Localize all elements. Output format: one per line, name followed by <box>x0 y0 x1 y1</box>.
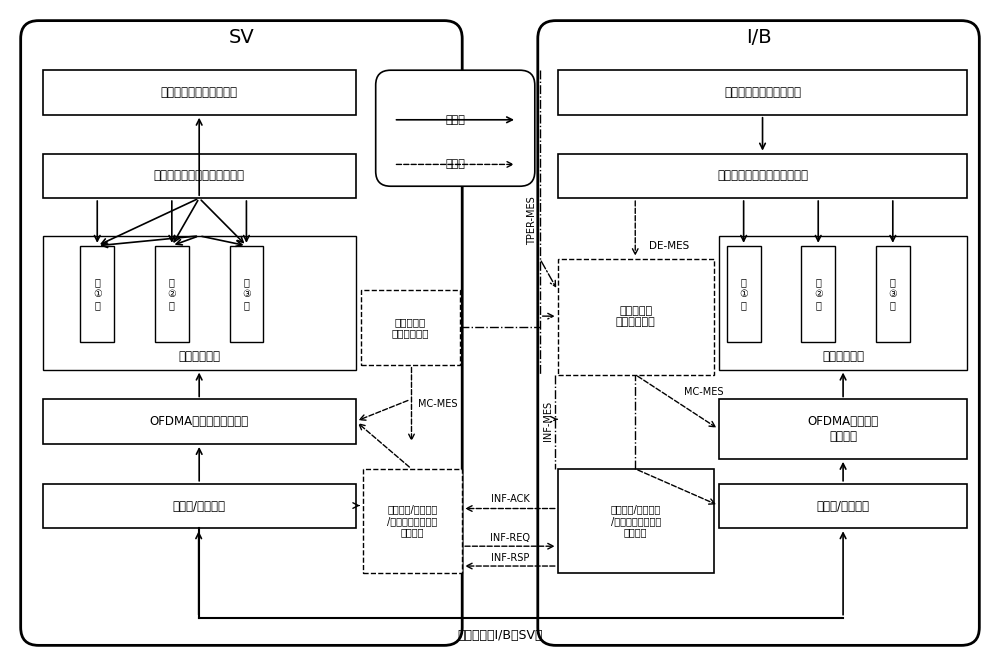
FancyBboxPatch shape <box>376 70 535 186</box>
Text: 第
②
类: 第 ② 类 <box>814 277 823 311</box>
Bar <box>558 70 967 115</box>
Bar <box>719 400 967 459</box>
Text: 第
①
类: 第 ① 类 <box>93 277 102 311</box>
Text: OFDMA无线资源配置模块: OFDMA无线资源配置模块 <box>150 415 249 428</box>
Bar <box>80 246 114 342</box>
Bar <box>719 483 967 529</box>
Text: INF-REQ: INF-REQ <box>490 533 530 543</box>
Text: TPER-MES: TPER-MES <box>527 197 537 245</box>
Text: 接入信道/行驶状态
/所处地理区域信息
探测模块: 接入信道/行驶状态 /所处地理区域信息 探测模块 <box>611 504 661 537</box>
Bar <box>558 154 967 198</box>
Text: 下行链路（I/B到SV）: 下行链路（I/B到SV） <box>457 629 543 642</box>
Text: 第
②
类: 第 ② 类 <box>167 277 176 311</box>
Text: 第
③
类: 第 ③ 类 <box>888 277 897 311</box>
FancyBboxPatch shape <box>21 21 462 645</box>
Text: 车辆信息服务流产生模块: 车辆信息服务流产生模块 <box>161 86 238 99</box>
Bar <box>361 291 460 364</box>
Text: I/B: I/B <box>746 28 771 47</box>
Text: 自适应传输
模式选择模块: 自适应传输 模式选择模块 <box>616 306 656 327</box>
Text: MC-MES: MC-MES <box>684 388 723 398</box>
Text: MC-MES: MC-MES <box>418 400 458 410</box>
Bar <box>558 259 714 374</box>
Bar <box>363 469 462 573</box>
Bar <box>43 483 356 529</box>
Text: 车辆信息服务流分类映射模块: 车辆信息服务流分类映射模块 <box>154 170 245 182</box>
Text: 信令流: 信令流 <box>445 160 465 170</box>
Text: 第
③
类: 第 ③ 类 <box>242 277 251 311</box>
Text: 第
①
类: 第 ① 类 <box>739 277 748 311</box>
Bar <box>43 236 356 370</box>
Text: OFDMA无线资源
配置模块: OFDMA无线资源 配置模块 <box>808 415 879 443</box>
Text: 接入信道/行驶状态
/所处地理区域信息
反馈模块: 接入信道/行驶状态 /所处地理区域信息 反馈模块 <box>387 504 438 537</box>
Text: SV: SV <box>229 28 254 47</box>
Bar <box>43 70 356 115</box>
Text: 自适应传输
模式控制模块: 自适应传输 模式控制模块 <box>392 317 429 338</box>
Text: INF-ACK: INF-ACK <box>491 493 529 503</box>
Text: 分组递交模块: 分组递交模块 <box>178 350 220 363</box>
Bar <box>727 246 761 342</box>
Bar <box>230 246 263 342</box>
Bar <box>558 469 714 573</box>
Bar <box>719 236 967 370</box>
Bar <box>43 154 356 198</box>
Bar <box>155 246 189 342</box>
Text: DE-MES: DE-MES <box>649 241 689 251</box>
Text: INF-RSP: INF-RSP <box>491 553 529 563</box>
Bar <box>801 246 835 342</box>
Text: 帧发送/接收模块: 帧发送/接收模块 <box>817 499 870 513</box>
FancyBboxPatch shape <box>538 21 979 645</box>
Text: 数据流: 数据流 <box>445 115 465 125</box>
Text: 车辆信息服务流产生模块: 车辆信息服务流产生模块 <box>724 86 801 99</box>
Bar <box>876 246 910 342</box>
Text: INF-MES: INF-MES <box>543 401 553 442</box>
Bar <box>43 400 356 444</box>
Text: 车辆信息服务流分类映射模块: 车辆信息服务流分类映射模块 <box>717 170 808 182</box>
Text: 帧发送/接收模块: 帧发送/接收模块 <box>173 499 226 513</box>
Text: 分组递交模块: 分组递交模块 <box>822 350 864 363</box>
